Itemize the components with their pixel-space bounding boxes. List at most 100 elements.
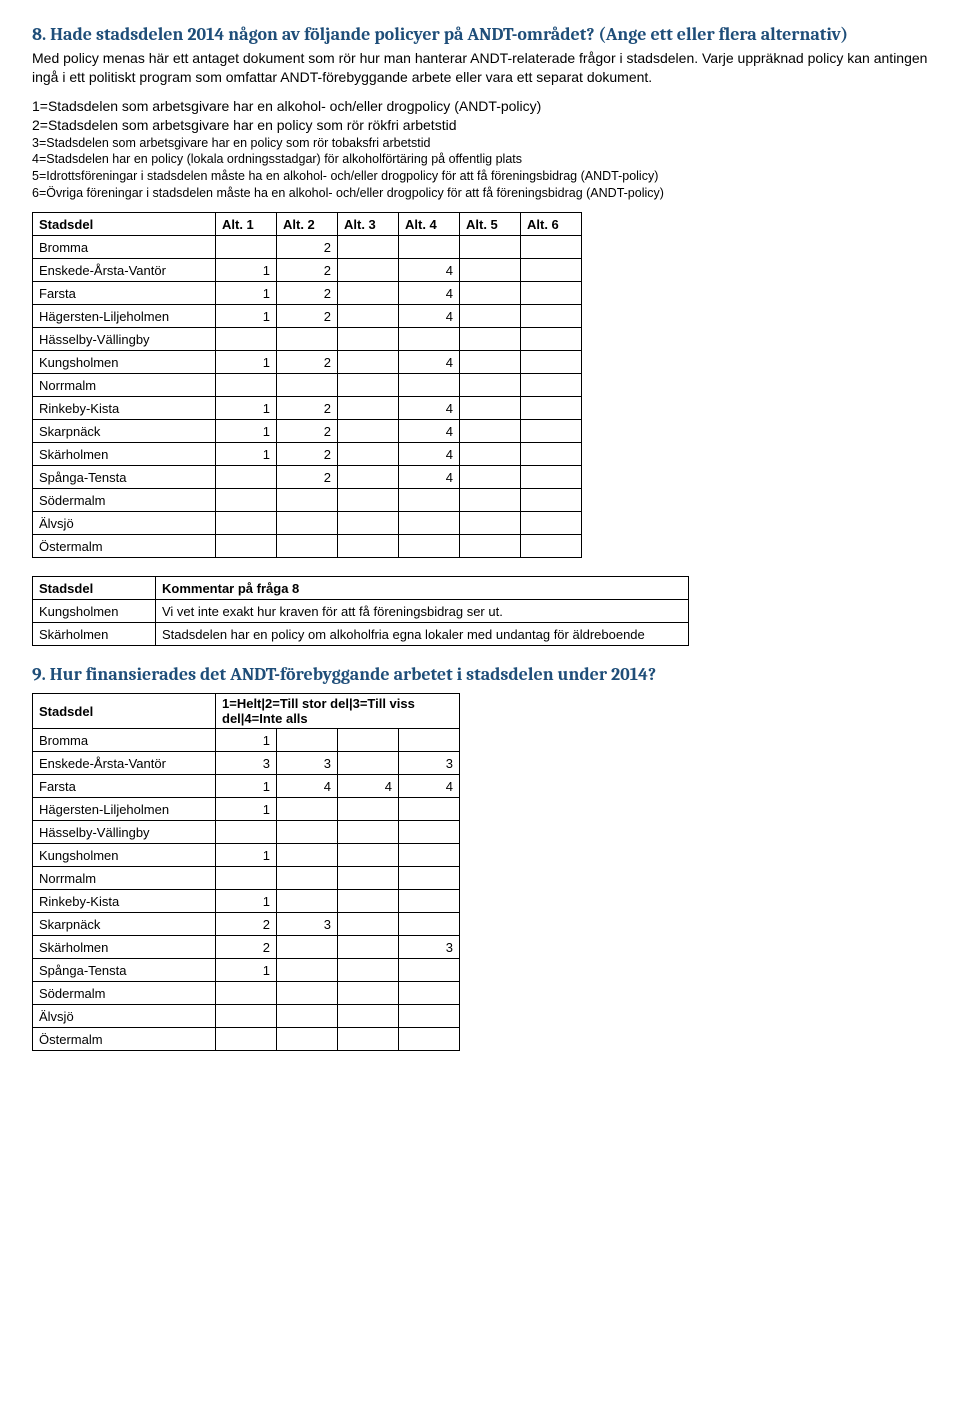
cell — [338, 913, 399, 936]
cell: 2 — [277, 466, 338, 489]
cell — [216, 374, 277, 397]
table-row: Älvsjö — [33, 1005, 460, 1028]
cell — [216, 982, 277, 1005]
cell: 3 — [399, 752, 460, 775]
cell — [460, 351, 521, 374]
q8-definition-line: 3=Stadsdelen som arbetsgivare har en pol… — [32, 135, 928, 152]
cell — [277, 1028, 338, 1051]
cell: 3 — [216, 752, 277, 775]
cell: 1 — [216, 890, 277, 913]
table-row: Södermalm — [33, 489, 582, 512]
cell — [399, 512, 460, 535]
cell — [338, 443, 399, 466]
column-header: 1=Helt|2=Till stor del|3=Till viss del|4… — [216, 694, 460, 729]
cell — [216, 535, 277, 558]
q8-definition-line: 1=Stadsdelen som arbetsgivare har en alk… — [32, 97, 928, 116]
cell: 1 — [216, 397, 277, 420]
cell: 4 — [399, 397, 460, 420]
cell — [399, 1005, 460, 1028]
cell: 4 — [399, 259, 460, 282]
cell — [338, 328, 399, 351]
cell — [216, 236, 277, 259]
cell — [338, 351, 399, 374]
cell — [399, 489, 460, 512]
cell — [460, 305, 521, 328]
table-row: KungsholmenVi vet inte exakt hur kraven … — [33, 600, 689, 623]
row-label: Norrmalm — [33, 374, 216, 397]
column-header: Stadsdel — [33, 577, 156, 600]
cell — [338, 397, 399, 420]
row-label: Hägersten-Liljeholmen — [33, 305, 216, 328]
column-header: Alt. 2 — [277, 213, 338, 236]
q8-definition-line: 5=Idrottsföreningar i stadsdelen måste h… — [32, 168, 928, 185]
row-label: Kungsholmen — [33, 844, 216, 867]
cell — [399, 982, 460, 1005]
cell: 2 — [277, 397, 338, 420]
cell — [338, 535, 399, 558]
cell — [338, 982, 399, 1005]
cell — [338, 752, 399, 775]
row-label: Norrmalm — [33, 867, 216, 890]
cell — [277, 798, 338, 821]
cell — [338, 466, 399, 489]
cell: 2 — [277, 305, 338, 328]
row-label: Skärholmen — [33, 443, 216, 466]
table-row: Rinkeby-Kista1 — [33, 890, 460, 913]
cell — [338, 1028, 399, 1051]
column-header: Stadsdel — [33, 694, 216, 729]
cell — [277, 890, 338, 913]
table-row: Norrmalm — [33, 867, 460, 890]
cell — [338, 1005, 399, 1028]
column-header: Alt. 3 — [338, 213, 399, 236]
row-label: Enskede-Årsta-Vantör — [33, 259, 216, 282]
cell — [277, 512, 338, 535]
table-row: Rinkeby-Kista12 4 — [33, 397, 582, 420]
cell — [338, 936, 399, 959]
cell: 1 — [216, 282, 277, 305]
table-row: Farsta124 — [33, 282, 582, 305]
cell — [399, 890, 460, 913]
cell — [338, 867, 399, 890]
q8-intro: Med policy menas här ett antaget dokumen… — [32, 49, 928, 87]
cell — [460, 443, 521, 466]
table-row: SkärholmenStadsdelen har en policy om al… — [33, 623, 689, 646]
cell — [338, 420, 399, 443]
cell — [521, 259, 582, 282]
cell — [460, 236, 521, 259]
table-row: Farsta1444 — [33, 775, 460, 798]
cell — [521, 374, 582, 397]
row-label: Bromma — [33, 729, 216, 752]
table-row: Kungsholmen124 — [33, 351, 582, 374]
cell: 1 — [216, 443, 277, 466]
cell — [216, 1028, 277, 1051]
cell — [521, 535, 582, 558]
q9-finance-table: Stadsdel1=Helt|2=Till stor del|3=Till vi… — [32, 693, 460, 1051]
cell — [460, 282, 521, 305]
comment-cell: Vi vet inte exakt hur kraven för att få … — [156, 600, 689, 623]
cell: 1 — [216, 729, 277, 752]
table-row: Hässelby-Vällingby — [33, 328, 582, 351]
cell — [399, 535, 460, 558]
cell — [338, 844, 399, 867]
cell: 4 — [399, 466, 460, 489]
row-label: Södermalm — [33, 489, 216, 512]
cell — [338, 305, 399, 328]
row-label: Rinkeby-Kista — [33, 397, 216, 420]
cell — [216, 328, 277, 351]
cell: 2 — [277, 351, 338, 374]
cell — [521, 282, 582, 305]
cell: 1 — [216, 775, 277, 798]
cell: 1 — [216, 305, 277, 328]
table-row: Kungsholmen1 — [33, 844, 460, 867]
cell — [277, 982, 338, 1005]
row-label: Rinkeby-Kista — [33, 890, 216, 913]
cell — [338, 890, 399, 913]
table-row: Spånga-Tensta24 — [33, 466, 582, 489]
column-header: Stadsdel — [33, 213, 216, 236]
cell — [338, 959, 399, 982]
row-label: Skärholmen — [33, 623, 156, 646]
table-row: Skärholmen23 — [33, 936, 460, 959]
cell — [216, 466, 277, 489]
column-header: Kommentar på fråga 8 — [156, 577, 689, 600]
q8-comments-table: StadsdelKommentar på fråga 8 Kungsholmen… — [32, 576, 689, 646]
